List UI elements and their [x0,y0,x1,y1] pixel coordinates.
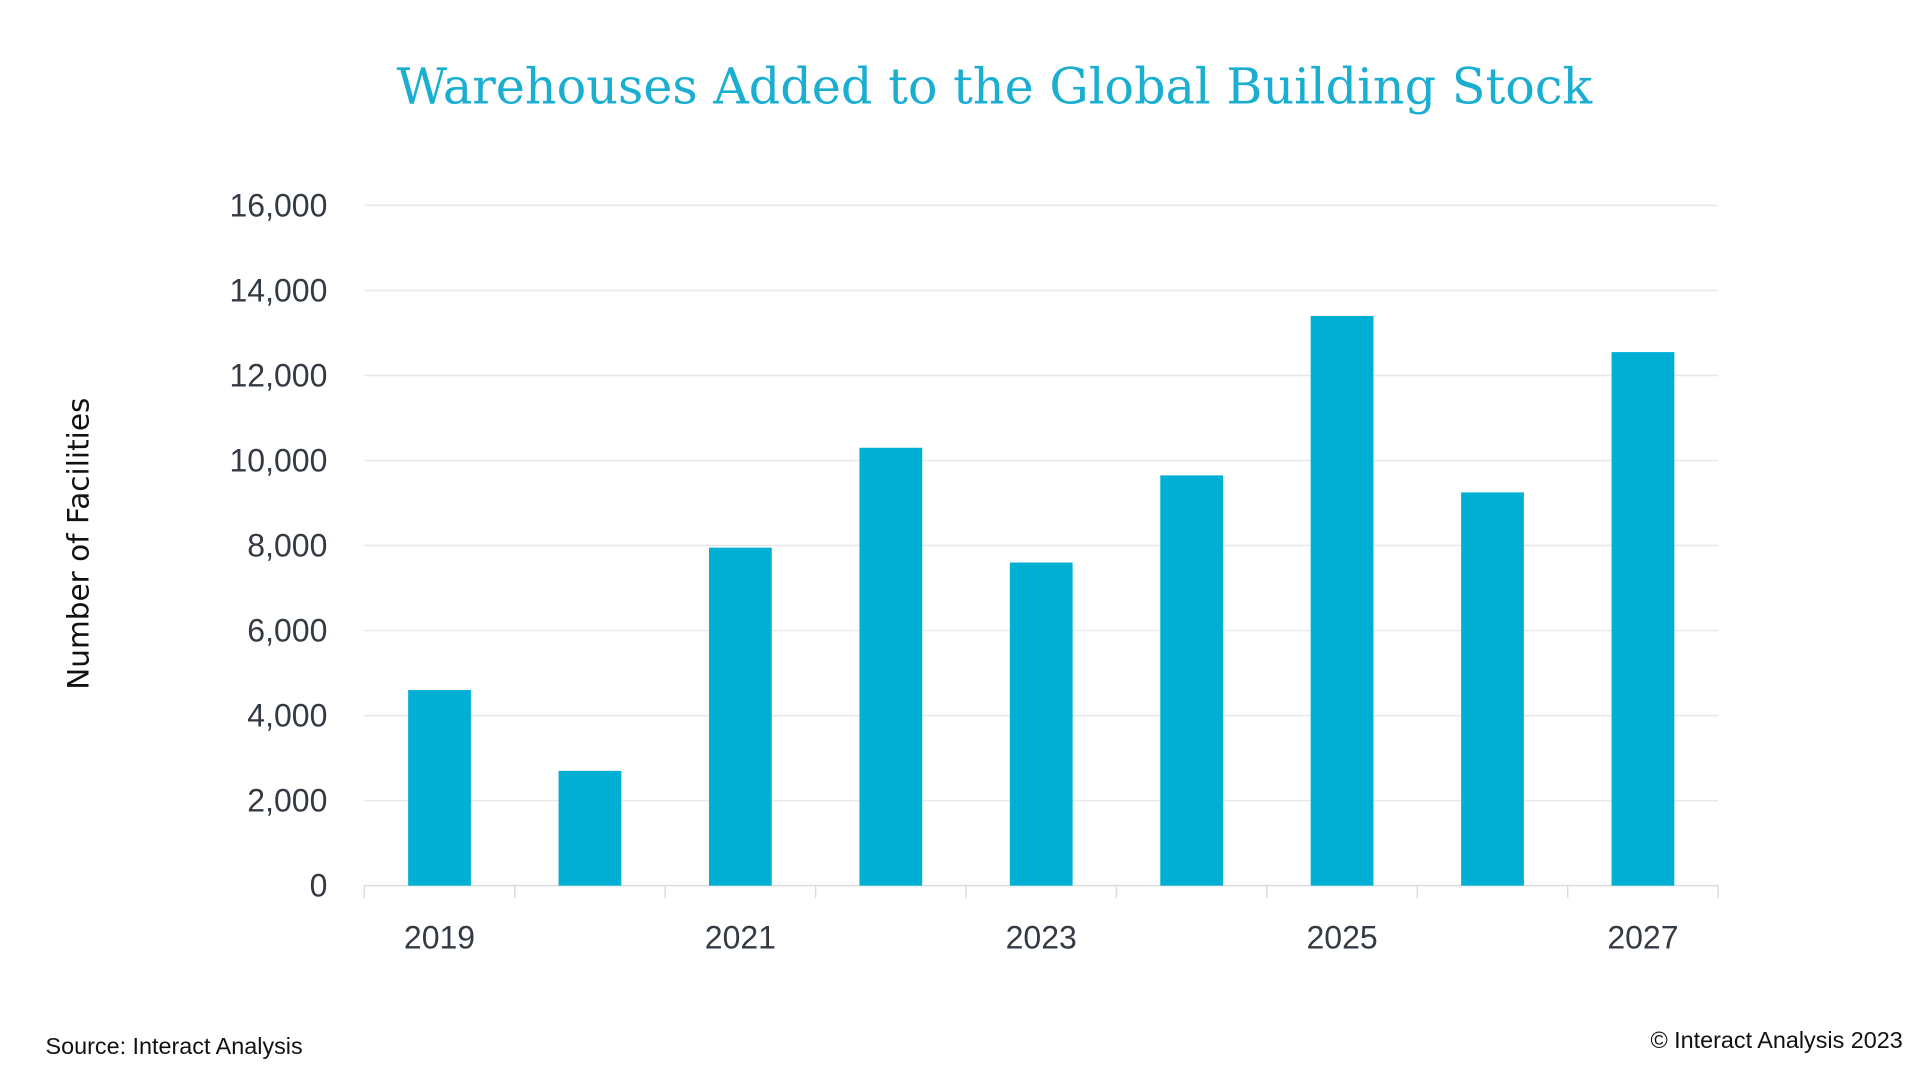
x-tick-label: 2025 [1306,919,1377,955]
y-tick-label: 6,000 [247,613,327,649]
bar-2027 [1611,352,1675,886]
bar-2023 [1009,562,1073,886]
y-axis-label: Number of Facilities [62,398,96,690]
source-note: Source: Interact Analysis [46,1033,303,1059]
bar-2021 [708,547,772,886]
bar-2022 [859,447,923,886]
bar-2024 [1160,475,1224,886]
y-tick-label: 4,000 [247,698,327,734]
bar-2026 [1461,492,1524,886]
chart-title: Warehouses Added to the Global Building … [397,57,1594,115]
bar-2025 [1310,315,1374,886]
y-tick-label: 14,000 [230,273,328,309]
y-tick-label: 16,000 [230,188,328,224]
x-tick-label: 2021 [705,919,776,955]
copyright-note: © Interact Analysis 2023 [1650,1027,1902,1053]
bar-2020 [558,770,622,886]
y-tick-label: 8,000 [247,528,327,564]
y-tick-label: 2,000 [247,783,327,819]
x-tick-label: 2027 [1607,919,1678,955]
y-tick-label: 12,000 [230,358,328,394]
y-tick-label: 10,000 [230,443,328,479]
y-tick-label: 0 [310,868,328,904]
x-tick-label: 2019 [404,919,475,955]
x-tick-label: 2023 [1006,919,1077,955]
bar-2019 [408,690,471,886]
